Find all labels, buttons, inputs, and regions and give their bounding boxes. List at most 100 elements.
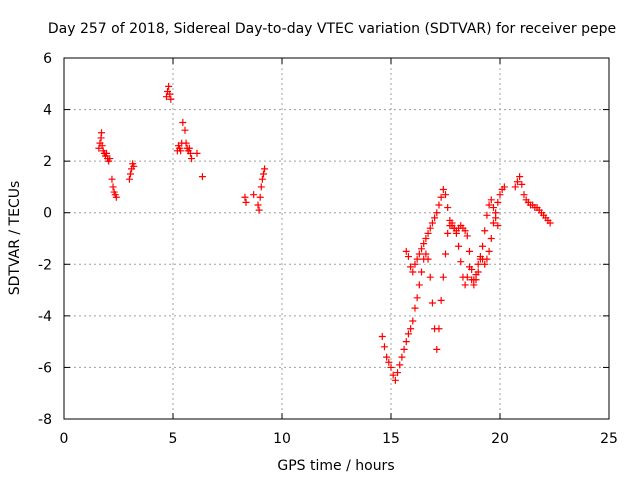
data-point [483, 211, 491, 219]
plot-frame [63, 57, 610, 420]
data-point [422, 235, 430, 242]
data-point [398, 353, 406, 361]
data-point [380, 343, 388, 351]
data-point [378, 332, 386, 340]
data-point [103, 149, 111, 157]
data-point [437, 296, 445, 304]
data-point [409, 268, 417, 276]
data-point [126, 170, 134, 178]
axis-ticks: 0 5 10 15 20 25 -8 -6 -4 -2 0 2 4 6 [38, 51, 618, 447]
data-point [181, 126, 189, 134]
data-point [400, 345, 408, 353]
data-point [450, 224, 458, 232]
data-point [474, 260, 482, 268]
x-tick-label: 25 [600, 431, 618, 447]
data-point [457, 258, 465, 266]
data-point [494, 222, 502, 230]
data-point [424, 255, 432, 263]
data-point [426, 273, 434, 281]
data-point [426, 224, 434, 232]
data-points [95, 82, 554, 384]
data-point [418, 245, 426, 253]
data-point [494, 198, 502, 206]
data-point [487, 196, 495, 204]
data-point [407, 263, 415, 271]
data-point [407, 325, 415, 333]
data-point [415, 250, 423, 258]
x-tick-label: 5 [169, 431, 178, 447]
data-point [437, 193, 445, 201]
data-point [409, 317, 417, 325]
data-point [433, 345, 441, 353]
data-point [106, 155, 114, 163]
data-point [487, 235, 495, 242]
chart-title: Day 257 of 2018, Sidereal Day-to-day VTE… [48, 21, 616, 37]
data-point [404, 253, 412, 261]
data-point [511, 183, 519, 191]
data-point [439, 273, 447, 281]
data-point [446, 216, 454, 224]
data-point [385, 358, 393, 366]
data-point [415, 281, 423, 289]
data-point [383, 353, 391, 361]
data-point [166, 90, 174, 98]
data-point [461, 281, 469, 289]
data-point [404, 330, 412, 338]
data-point [442, 191, 449, 199]
data-point [108, 175, 116, 183]
data-point [98, 142, 106, 150]
data-point [424, 229, 432, 237]
data-point [500, 183, 508, 191]
data-point [254, 201, 262, 209]
data-point [452, 229, 460, 237]
data-point [182, 139, 190, 147]
data-point [109, 183, 117, 191]
data-point [435, 325, 443, 333]
data-point [428, 219, 436, 227]
data-point [518, 180, 526, 188]
data-point [413, 294, 421, 302]
data-point [420, 240, 428, 248]
y-tick-label: 6 [43, 51, 52, 67]
data-point [185, 144, 193, 152]
data-point [387, 363, 395, 371]
data-point [394, 369, 402, 377]
data-point [255, 206, 263, 214]
data-point [496, 191, 504, 199]
data-point [516, 173, 524, 181]
data-point [242, 198, 250, 206]
data-point [444, 229, 452, 237]
data-point [474, 268, 482, 276]
y-tick-label: -4 [38, 309, 52, 325]
data-point [241, 193, 249, 201]
data-point [463, 273, 471, 281]
data-point [513, 178, 521, 186]
data-point [479, 242, 487, 250]
data-point [250, 191, 258, 199]
data-point [261, 165, 269, 173]
data-point [257, 183, 265, 191]
y-tick-label: -8 [38, 412, 52, 428]
y-axis-label: SDTVAR / TECUs [7, 181, 23, 296]
data-point [485, 201, 493, 209]
x-tick-label: 0 [60, 431, 69, 447]
data-point [433, 209, 441, 217]
grid-lines [64, 58, 609, 419]
data-point [439, 186, 447, 194]
data-point [470, 281, 478, 289]
y-tick-label: -2 [38, 257, 52, 273]
y-tick-label: 0 [43, 206, 52, 222]
y-tick-label: 4 [43, 103, 52, 119]
data-point [489, 204, 497, 212]
x-tick-label: 10 [273, 431, 291, 447]
data-point [481, 227, 489, 235]
data-point [167, 95, 175, 103]
data-point [411, 260, 419, 268]
data-point [193, 149, 201, 157]
x-axis-label: GPS time / hours [277, 458, 394, 474]
data-point [489, 219, 497, 227]
data-point [186, 149, 194, 157]
data-point [258, 175, 266, 183]
data-point [463, 232, 471, 240]
